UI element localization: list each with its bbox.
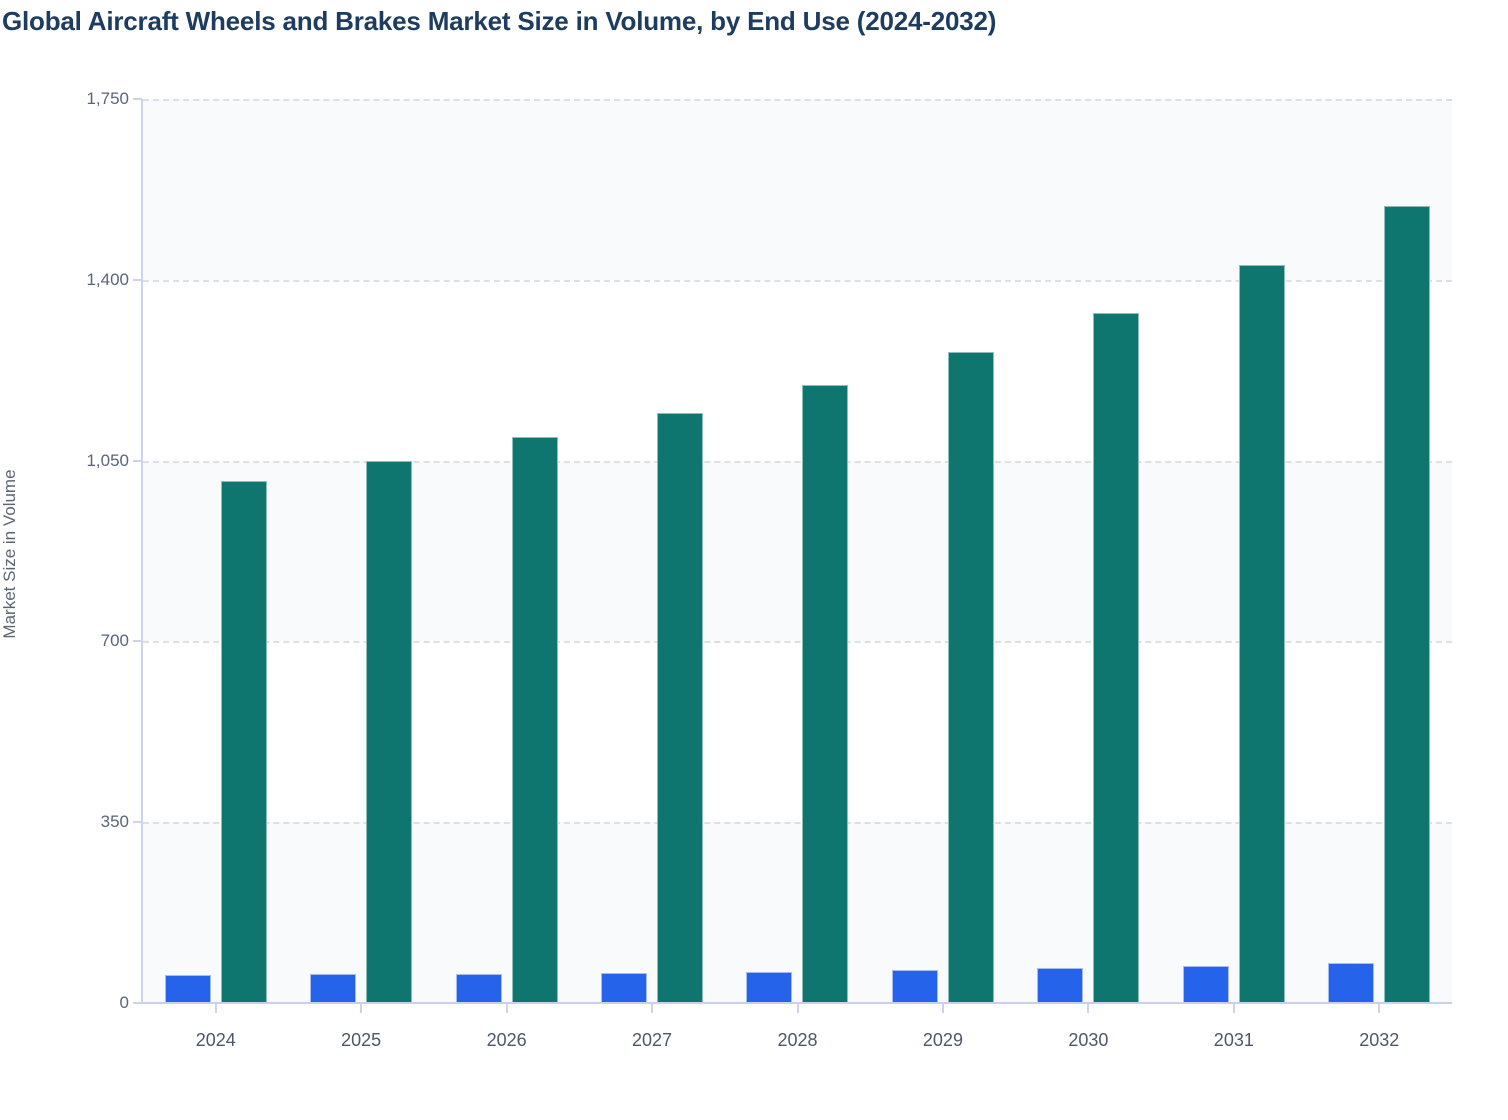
plot-band [143,279,1452,461]
bar-series_2-2026[interactable] [511,437,558,1003]
plot-band [143,822,1452,1003]
x-tick-label-2025: 2025 [341,1030,382,1050]
bar-series_1-2031[interactable] [1182,965,1229,1003]
bar-series_1-2024[interactable] [164,975,211,1003]
y-gridline [143,822,1452,825]
y-gridline [143,460,1452,463]
chart-title: Global Aircraft Wheels and Brakes Market… [2,6,997,36]
y-tick-mark [133,459,142,462]
x-tick-mark [941,1003,944,1013]
bar-series_1-2029[interactable] [891,969,938,1003]
y-gridline [143,99,1452,101]
plot-band [143,460,1452,642]
x-tick-mark [796,1003,799,1013]
x-tick-mark [505,1003,508,1013]
y-axis-title: Market Size in Volume [0,469,19,639]
x-tick-mark [1087,1003,1090,1013]
y-tick-label: 350 [100,812,129,832]
bar-series_2-2027[interactable] [657,412,704,1003]
bar-group-2026 [434,99,579,1003]
bar-series_1-2026[interactable] [455,973,502,1003]
bar-series_1-2030[interactable] [1037,967,1084,1003]
bar-series_2-2031[interactable] [1238,264,1285,1003]
y-tick-label: 0 [119,993,129,1012]
y-tick-mark [133,98,142,100]
x-tick-mark [360,1003,363,1013]
bar-group-2031 [1161,99,1306,1003]
plot-bands [143,99,1452,1003]
bar-series_1-2027[interactable] [601,972,648,1003]
y-tick-mark [133,1002,142,1004]
bar-series_1-2025[interactable] [310,974,357,1003]
x-tick-label-2029: 2029 [922,1030,963,1050]
x-tick-mark [1232,1003,1235,1013]
x-axis-line [141,1002,1452,1004]
x-tick-mark [214,1003,217,1013]
x-tick-label-2027: 2027 [632,1030,673,1050]
bar-series_2-2025[interactable] [366,460,413,1003]
bar-series_1-2028[interactable] [746,971,793,1003]
bar-series_2-2028[interactable] [802,385,849,1003]
bar-group-2032 [1307,99,1452,1003]
x-tick-label-2028: 2028 [777,1030,818,1050]
y-tick-mark [133,821,142,824]
bar-series_2-2029[interactable] [947,351,994,1003]
y-gridline [143,641,1452,644]
y-axis-line [141,99,143,1004]
x-tick-mark [1378,1003,1381,1013]
y-tick-label: 1,400 [86,269,129,289]
x-tick-label-2026: 2026 [486,1030,527,1050]
y-tick-label: 700 [100,631,129,651]
bar-group-2027 [579,99,724,1003]
x-tick-label-2031: 2031 [1213,1030,1254,1050]
x-tick-label-2030: 2030 [1068,1030,1109,1050]
plot-area: 0 350 700 1,050 1,400 1,750 2024 2025 2026 2027 2… [86,89,1452,1050]
y-gridline [143,279,1452,282]
bar-series_1-2032[interactable] [1328,962,1375,1003]
x-tick-label-2032: 2032 [1359,1030,1400,1050]
bar-group-2025 [288,99,433,1003]
bars-layer: 2024 2025 2026 2027 2028 2029 2030 2031 2032 [143,99,1452,1050]
y-tick-label: 1,750 [86,89,129,108]
bar-group-2029 [870,99,1015,1003]
bar-series_2-2024[interactable] [220,481,267,1003]
plot-band [143,99,1452,280]
x-tick-label-2024: 2024 [195,1030,236,1050]
plot-band [143,641,1452,823]
bar-series_2-2030[interactable] [1093,312,1140,1003]
bar-group-2024 [143,99,288,1003]
x-tick-mark [651,1003,654,1013]
y-tick-label: 1,050 [86,450,129,470]
grid-layer: 0 350 700 1,050 1,400 1,750 [86,89,1452,1012]
bar-group-2030 [1016,99,1161,1003]
bar-group-2028 [725,99,870,1003]
y-tick-mark [133,640,142,643]
y-tick-mark [133,278,142,281]
bar-series_2-2032[interactable] [1384,206,1431,1003]
